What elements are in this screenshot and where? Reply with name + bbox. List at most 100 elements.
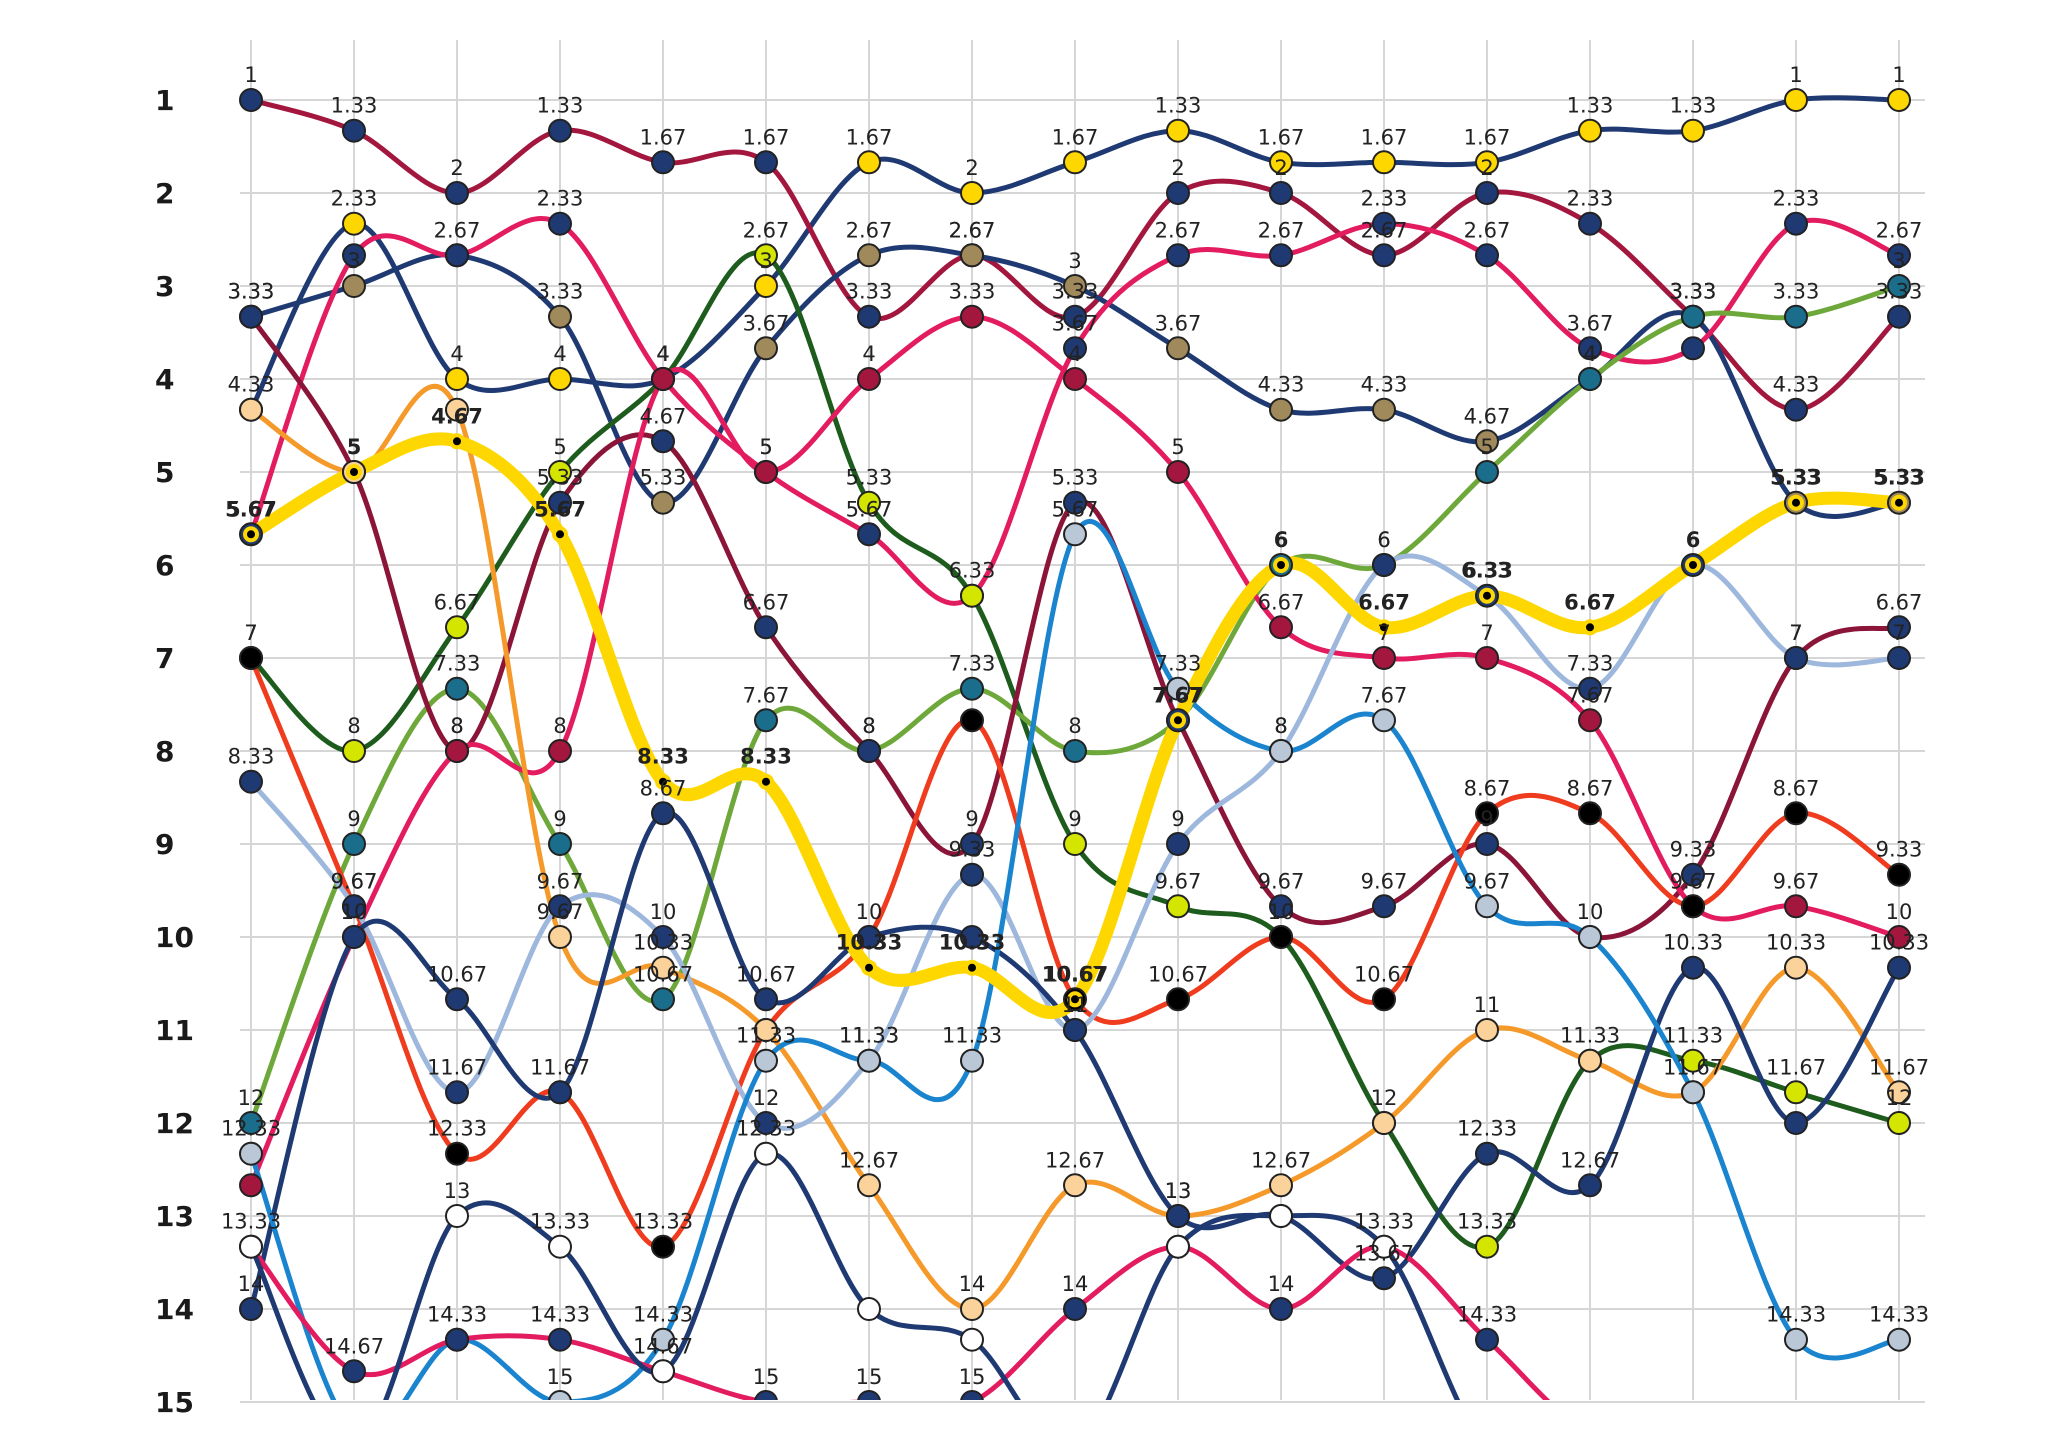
data-point [1579, 1422, 1601, 1444]
data-point [960, 832, 984, 856]
data-label: 2.33 [1361, 187, 1408, 211]
data-point [1682, 1438, 1704, 1447]
data-label: 4 [450, 342, 463, 366]
data-label: 7.33 [1155, 652, 1202, 676]
data-label: 2 [965, 156, 978, 180]
data-point [1888, 1422, 1910, 1444]
data-label: 4 [1068, 342, 1081, 366]
data-point [1166, 832, 1190, 856]
data-label: 13 [1165, 1179, 1192, 1203]
data-point [1475, 1018, 1499, 1042]
data-point [1269, 1204, 1293, 1228]
data-point [1269, 894, 1293, 919]
y-tick-label: 8 [155, 735, 174, 768]
data-label: 3.67 [1155, 311, 1202, 335]
data-point [343, 1438, 365, 1447]
data-label: 10 [1886, 900, 1913, 924]
data-point [548, 739, 572, 763]
data-label: 13 [444, 1179, 471, 1203]
data-point [239, 1173, 263, 1198]
data-label: 8.67 [1773, 776, 1820, 800]
series-line-9 [248, 314, 1902, 1188]
data-label: 6 [1377, 528, 1390, 552]
data-label: 10 [856, 900, 883, 924]
y-tick-label: 7 [155, 642, 174, 675]
data-point [857, 243, 881, 268]
data-point [1372, 243, 1396, 268]
data-point [1784, 1111, 1808, 1135]
data-point [1681, 336, 1705, 361]
data-point [548, 490, 572, 515]
data-point [1063, 739, 1087, 763]
data-point [1681, 304, 1705, 329]
data-point [1887, 1080, 1911, 1105]
data-point [1063, 1018, 1087, 1042]
data-point [1376, 619, 1392, 636]
data-label: 12.33 [736, 1117, 796, 1141]
data-label: 4.67 [431, 404, 483, 428]
data-point [1887, 304, 1911, 329]
data-point [1067, 991, 1083, 1008]
data-point [445, 397, 469, 422]
data-point [1063, 1173, 1087, 1198]
data-point [1887, 615, 1911, 640]
data-label: 8.67 [1567, 776, 1614, 800]
y-tick-label: 15 [155, 1386, 194, 1419]
data-point [445, 367, 469, 391]
data-label: 7 [244, 621, 257, 645]
data-label: 6.67 [1258, 590, 1305, 614]
y-tick-label: 6 [155, 549, 174, 582]
data-point [1887, 925, 1911, 949]
data-point [1269, 925, 1293, 949]
data-label: 7 [1789, 621, 1802, 645]
data-point [445, 1141, 469, 1166]
data-label: 13.33 [1457, 1210, 1517, 1234]
data-label: 4 [656, 342, 669, 366]
data-label: 5.67 [225, 497, 277, 521]
data-label: 12.67 [1045, 1148, 1105, 1172]
data-label: 12.67 [839, 1148, 899, 1172]
data-point [1269, 397, 1293, 422]
y-tick-label: 9 [155, 828, 174, 861]
data-label: 9.67 [1361, 869, 1408, 893]
data-label: 3 [759, 249, 772, 273]
data-point [1475, 181, 1499, 205]
data-point [964, 959, 980, 976]
data-label: 1.67 [1464, 125, 1511, 149]
series-line-5 [248, 216, 1902, 606]
data-label: 3.33 [537, 280, 584, 304]
data-label: 8 [553, 714, 566, 738]
data-point [651, 1359, 675, 1384]
data-label: 13 [1165, 1179, 1192, 1203]
data-label: 7.33 [1567, 652, 1614, 676]
data-label: 9.67 [1773, 869, 1820, 893]
y-tick-label: 1 [155, 84, 174, 117]
data-label: 4 [1583, 342, 1596, 366]
data-point [754, 243, 778, 268]
data-label: 7.33 [949, 652, 996, 676]
data-label: 2 [1480, 156, 1493, 180]
data-label: 2.67 [846, 218, 893, 242]
data-label: 3.33 [846, 280, 893, 304]
y-tick-label: 2 [155, 177, 174, 210]
data-label: 5 [347, 435, 362, 459]
data-label: 12.67 [1251, 1148, 1311, 1172]
data-point [1681, 894, 1705, 919]
y-tick-label: 3 [155, 270, 174, 303]
data-label: 2.67 [949, 218, 996, 242]
data-label: 9.67 [1258, 869, 1305, 893]
series-markers [239, 88, 1911, 1447]
data-point [343, 1422, 365, 1444]
data-point [1372, 1234, 1396, 1259]
data-point [754, 1048, 778, 1073]
data-point [651, 925, 675, 949]
data-label: 15 [856, 1365, 883, 1389]
data-label: 3.67 [743, 311, 790, 335]
data-point [1166, 460, 1190, 484]
data-label: 15 [959, 1365, 986, 1389]
data-point [960, 1297, 984, 1321]
data-label: 5.33 [1770, 466, 1822, 490]
data-label: 9.67 [1464, 869, 1511, 893]
data-point [445, 1327, 469, 1352]
data-point [346, 464, 362, 480]
